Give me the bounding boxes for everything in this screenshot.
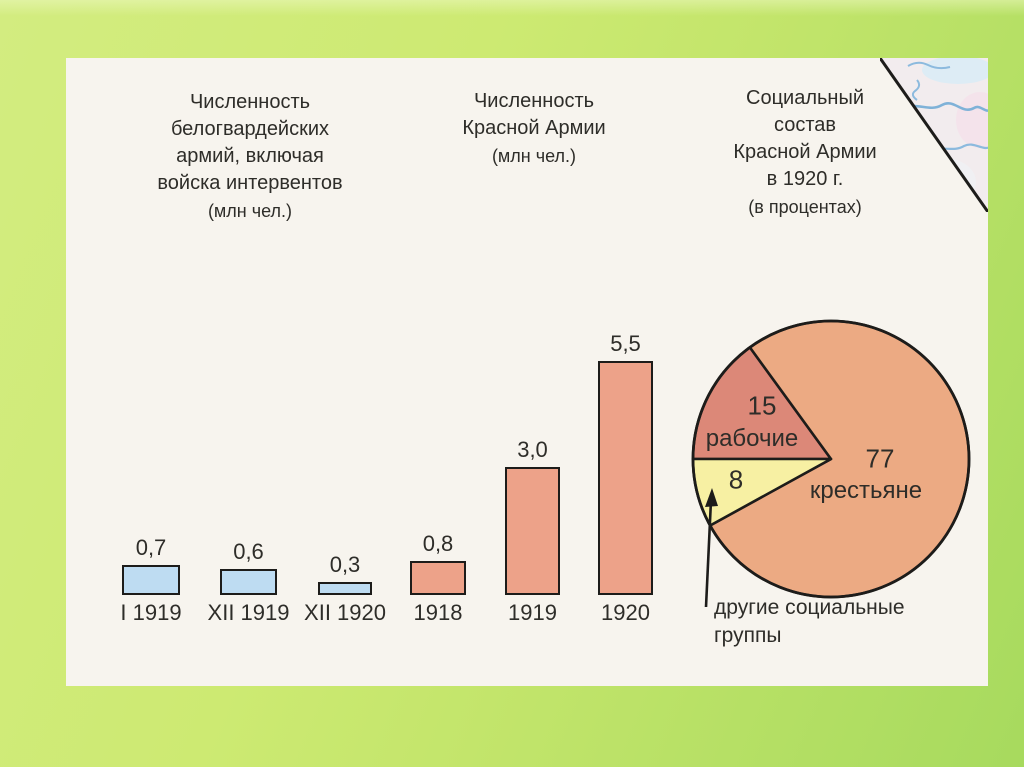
- map-river-icon: [907, 61, 951, 70]
- annotation-arrow-line: [704, 499, 713, 608]
- pie-chart: [691, 319, 971, 608]
- map-river-icon: [911, 79, 921, 101]
- title-units: (млн чел.): [207, 201, 293, 221]
- pie-value-workers: 15: [747, 390, 777, 421]
- title-units: (млн чел.): [491, 146, 577, 166]
- bar-category-label: XII 1919: [207, 600, 290, 625]
- bar-red-army-1919: [505, 467, 560, 595]
- title-line: белогвардейских: [170, 118, 330, 140]
- pie-value-peasants: 77: [865, 443, 895, 474]
- bar-group-white-army-xii1919: 0,6 XII 1919: [208, 539, 290, 625]
- pie-annotation-other-groups: другие социальные группы: [714, 594, 905, 650]
- map-region-patch: [956, 92, 988, 148]
- map-corner-decoration: [880, 58, 988, 212]
- annotation-line: другие социальные: [714, 596, 905, 619]
- red-army-chart-title: Численность Красной Армии (млн чел.): [414, 88, 654, 170]
- white-army-chart-title: Численность белогвардейских армий, включ…: [100, 89, 400, 225]
- bar-red-army-1918: [410, 561, 466, 595]
- bar-white-army-xii1919: [220, 569, 277, 595]
- pie-chart-title: Социальный состав Красной Армии в 1920 г…: [695, 85, 915, 221]
- annotation-line: группы: [714, 624, 782, 647]
- bar-value-label: 0,8: [422, 531, 454, 556]
- pie-label-workers: рабочие: [705, 425, 799, 452]
- bar-white-army-xii1920: [318, 582, 372, 595]
- bar-value-label: 3,0: [517, 437, 548, 462]
- bar-category-label: 1919: [508, 600, 557, 625]
- title-line: Численность: [473, 90, 595, 112]
- pie-label-peasants: крестьяне: [809, 477, 923, 504]
- bar-group-red-army-1920: 5,5 1920: [598, 331, 653, 625]
- annotation-arrowhead-icon: [705, 488, 718, 507]
- title-line: в 1920 г.: [766, 168, 844, 190]
- title-line: Красной Армии: [462, 117, 606, 139]
- map-river-icon: [901, 102, 988, 112]
- title-line: состав: [773, 114, 837, 136]
- title-line: Социальный: [746, 87, 864, 109]
- title-units: (в процентах): [748, 197, 862, 217]
- bar-value-label: 0,7: [135, 535, 167, 560]
- map-fold-line: [880, 58, 988, 212]
- bar-group-white-army-xii1920: 0,3 XII 1920: [304, 552, 386, 625]
- map-water-patch: [922, 58, 988, 84]
- bar-group-red-army-1918: 0,8 1918: [410, 531, 466, 625]
- chart-panel: Численность белогвардейских армий, включ…: [66, 58, 988, 686]
- bar-value-label: 0,6: [233, 539, 264, 564]
- title-line: армий, включая: [176, 145, 324, 167]
- bar-group-white-army-i1919: 0,7 I 1919: [120, 535, 181, 625]
- bar-category-label: I 1919: [120, 600, 182, 625]
- bar-white-army-i1919: [122, 565, 180, 595]
- bar-red-army-1920: [598, 361, 653, 595]
- bar-category-label: XII 1920: [304, 600, 386, 625]
- pie-outline: [691, 319, 971, 599]
- pie-value-others: 8: [728, 464, 744, 495]
- bar-value-label: 0,3: [329, 552, 361, 577]
- bar-category-label: 1918: [413, 600, 463, 625]
- bar-value-label: 5,5: [610, 331, 641, 356]
- title-line: Численность: [189, 91, 311, 113]
- title-line: Красной Армии: [733, 141, 877, 163]
- bar-group-red-army-1919: 3,0 1919: [505, 437, 560, 625]
- bar-category-label: 1920: [601, 600, 650, 625]
- title-line: войска интервентов: [157, 172, 343, 194]
